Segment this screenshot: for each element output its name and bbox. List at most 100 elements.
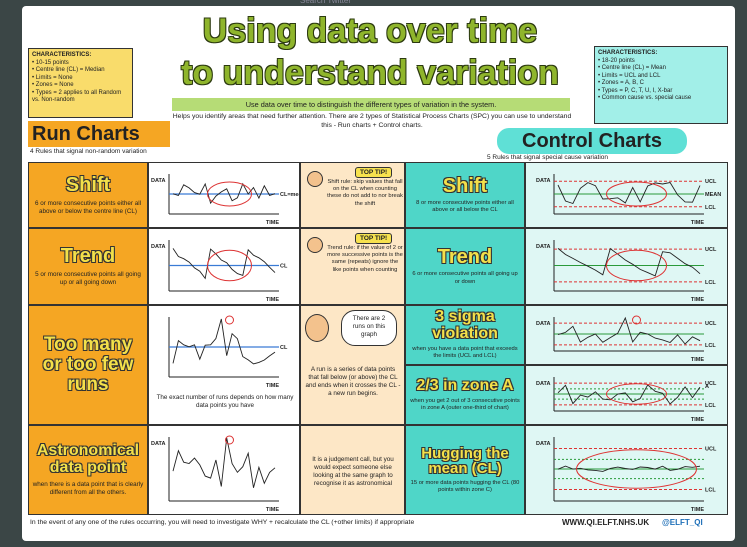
rule-description: 8 or more consecutive points either all … xyxy=(416,199,514,213)
chart-holder: CL TIME xyxy=(149,309,299,389)
rule-name: Too many or too few runs xyxy=(42,334,134,395)
chart-cell: DATA TIME xyxy=(148,425,300,515)
tip-cell: TOP TIP! Shift rule: skip values that fal… xyxy=(300,162,405,228)
speech-bubble: There are 2 runs on this graph xyxy=(341,310,397,346)
characteristics-heading: CHARACTERISTICS: xyxy=(32,52,92,58)
highlight xyxy=(606,383,667,405)
rule-note: The exact number of runs depends on how … xyxy=(156,394,294,409)
twitter: @ELFT_QI xyxy=(662,518,703,527)
chart-holder: DATA TIME xyxy=(149,429,299,513)
rule-description: when you have a data point that exceeds … xyxy=(412,346,518,360)
chart-label: TIME xyxy=(691,417,704,423)
data-line xyxy=(172,182,276,205)
highlight xyxy=(606,249,667,282)
tip-badge: TOP TIP! xyxy=(355,233,393,244)
intro: Helps you identify areas that need furth… xyxy=(172,113,572,129)
chart-label: DATA xyxy=(536,244,550,250)
characteristics-box: CHARACTERISTICS: • 10-15 points • Centre l… xyxy=(28,48,133,118)
highlight xyxy=(606,181,667,207)
data-line xyxy=(557,384,701,405)
chart-label: LCL xyxy=(705,487,716,493)
characteristics-box: CHARACTERISTICS: • 18-20 points • Centre l… xyxy=(594,46,728,124)
rule-name: Shift xyxy=(65,173,111,196)
mini-chart: UCL DATA LCL TIME xyxy=(536,240,717,303)
data-line xyxy=(172,437,276,488)
rule-name: Trend xyxy=(437,246,493,269)
chart-label: LCL xyxy=(705,280,716,286)
rule-description: 6 or more consecutive points either all … xyxy=(34,199,142,215)
rule-name: Astronomical data point xyxy=(36,442,140,477)
chart-cell: UCL DATA LCL TIME xyxy=(525,305,728,365)
highlight xyxy=(225,315,234,325)
rule-description: 6 or more consecutive points all going u… xyxy=(412,271,518,285)
rule-label-cell: Trend 6 or more consecutive points all go… xyxy=(405,228,525,305)
chart-holder: DATA CL=median TIME xyxy=(149,166,299,226)
mini-chart: UCL DATA LCL TIME xyxy=(536,315,717,363)
characteristic-item: • Types = 2 applies to all Random vs. No… xyxy=(32,89,122,104)
tip-text: Shift rule: skip values that fall on the… xyxy=(327,179,403,207)
rule-description: 5 or more consecutive points all going u… xyxy=(35,271,141,286)
chart-label: TIME xyxy=(691,297,704,303)
characteristic-item: • Zones = None xyxy=(32,82,74,88)
mini-chart: UCL DATA LCL TIME xyxy=(536,437,717,513)
tip-cell: There are 2 runs on this graph A run is a… xyxy=(300,305,405,425)
characteristic-item: • Centre line (CL) = Mean xyxy=(598,65,666,71)
chart-label: UCL xyxy=(705,447,717,453)
chart-label: DATA xyxy=(151,178,165,184)
chart-label: LCL xyxy=(705,403,716,409)
chart-label: TIME xyxy=(266,220,279,226)
tip-text: Trend rule: if the value of 2 or more su… xyxy=(327,245,403,273)
tip-face xyxy=(307,171,323,187)
chart-label: MEAN xyxy=(705,192,721,198)
chart-label: A xyxy=(705,384,709,390)
mini-chart: DATA CL TIME xyxy=(151,240,288,303)
chart-cell: DATA CL=median TIME xyxy=(148,162,300,228)
chart-label: DATA xyxy=(151,441,165,447)
rule-label-cell: Shift 6 or more consecutive points either… xyxy=(28,162,148,228)
chart-holder: UCL DATA LCL TIME xyxy=(534,429,724,513)
chart-label: TIME xyxy=(691,220,704,226)
chart-label: UCL xyxy=(705,381,717,387)
rule-label-cell: Astronomical data point when there is a d… xyxy=(28,425,148,515)
rule-label-cell: 2/3 in zone A when you get 2 out of 3 con… xyxy=(405,365,525,425)
chart-label: CL xyxy=(280,264,288,270)
rule-description: when there is a data point that is clear… xyxy=(32,480,144,496)
chart-holder: DATA CL TIME xyxy=(149,232,299,303)
characteristic-item: • Common cause vs. special cause xyxy=(598,95,692,101)
rule-description: 15 or more data points hugging the CL (8… xyxy=(410,480,520,494)
characteristic-item: • Types = P, C, T, U, I, X-bar xyxy=(598,87,673,94)
chart-label: TIME xyxy=(691,357,704,363)
characteristic-item: • Limits = None xyxy=(32,74,73,81)
control-title: Control Charts xyxy=(497,128,687,154)
highlight xyxy=(207,181,252,207)
chart-label: UCL xyxy=(705,321,717,327)
tip-text: A run is a series of data points that fa… xyxy=(305,366,401,397)
data-line xyxy=(172,248,276,280)
chart-label: DATA xyxy=(536,321,550,327)
tip-text: It is a judgement call, but you would ex… xyxy=(312,456,394,487)
rule-label-cell: Trend 5 or more consecutive points all go… xyxy=(28,228,148,305)
characteristics-heading: CHARACTERISTICS: xyxy=(598,50,658,56)
characteristic-item: • 18-20 points xyxy=(598,57,635,64)
tip-face xyxy=(307,237,323,253)
banner: Use data over time to distinguish the di… xyxy=(172,98,570,111)
tip-cell: It is a judgement call, but you would ex… xyxy=(300,425,405,515)
chart-holder: UCL MEAN LCL DATA TIME xyxy=(534,166,724,226)
face xyxy=(305,314,329,342)
chart-cell: UCL MEAN LCL DATA TIME xyxy=(525,162,728,228)
rule-label-cell: Shift 8 or more consecutive points either… xyxy=(405,162,525,228)
chart-label: LCL xyxy=(705,205,716,211)
chart-label: DATA xyxy=(536,381,550,387)
title-line: to understand variation xyxy=(181,54,559,92)
run-title: Run Charts xyxy=(28,121,170,147)
rule-label-cell: Hugging the mean (CL) 15 or more data poi… xyxy=(405,425,525,515)
mini-chart: UCL MEAN LCL DATA TIME xyxy=(536,174,721,226)
data-line xyxy=(557,247,701,277)
highlight xyxy=(632,315,641,325)
highlight xyxy=(225,435,234,445)
rule-description: when you get 2 out of 3 consecutive poin… xyxy=(410,397,520,411)
characteristic-item: • Limits = UCL and LCL xyxy=(598,72,661,79)
chart-label: DATA xyxy=(151,244,165,250)
characteristic-item: • Zones = A, B, C xyxy=(598,80,644,86)
